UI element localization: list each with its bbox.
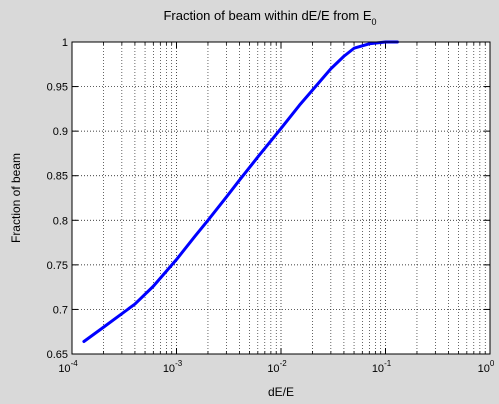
y-tick-label: 0.9 [53,126,68,138]
series-line [82,40,399,344]
y-tick-label: 0.8 [53,215,68,227]
y-tick-label: 1 [62,37,68,49]
chart-title-subscript: 0 [372,17,377,27]
x-tick-label: 10-2 [267,359,287,375]
y-tick-label: 0.85 [47,171,68,183]
x-tick-label: 100 [478,359,495,375]
x-tick-labels: 10-4 10-3 10-2 10-1 100 [58,359,495,375]
series-layer [82,40,399,344]
x-axis-label: dE/E [268,385,294,399]
y-axis-label: Fraction of beam [9,153,23,243]
y-tick-label: 0.95 [47,82,68,94]
y-tick-label: 0.7 [53,304,68,316]
chart-title: Fraction of beam within dE/E from E0 [163,8,376,27]
y-tick-label: 0.65 [47,349,68,361]
x-tick-label: 10-1 [372,359,392,375]
x-tick-label: 10-3 [163,359,183,375]
y-tick-labels: 0.65 0.7 0.75 0.8 0.85 0.9 0.95 1 [47,37,68,361]
x-tick-label: 10-4 [58,359,78,375]
plot-frame [71,41,491,355]
y-tick-label: 0.75 [47,260,68,272]
